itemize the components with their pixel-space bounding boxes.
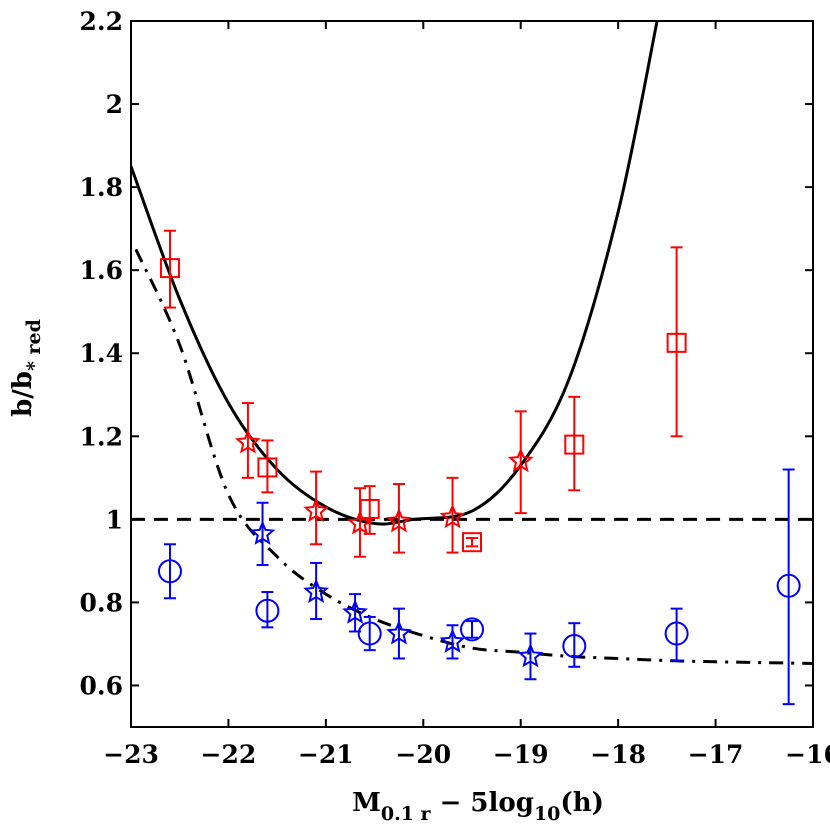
x-axis-label: M0.1 r − 5log10(h) (352, 788, 604, 825)
star-marker (235, 428, 261, 454)
square-marker (257, 457, 278, 478)
y-tick-label: 1.8 (80, 173, 124, 202)
x-tick-label: −16 (785, 740, 830, 769)
y-tick-label: 2.2 (80, 7, 124, 36)
x-axis-label-sub2: 10 (534, 803, 560, 825)
y-tick-label: 0.8 (80, 588, 124, 617)
star-marker (439, 503, 466, 529)
x-tick-label: −17 (688, 740, 744, 769)
circle-marker (157, 559, 182, 584)
circle-marker (664, 621, 689, 646)
star-marker (303, 578, 330, 604)
x-tick-label: −23 (103, 740, 159, 769)
y-tick-label: 1.6 (80, 256, 124, 285)
data-markers (157, 229, 801, 706)
x-tick-label: −21 (298, 740, 354, 769)
x-axis-label-mid: − 5log (431, 788, 534, 818)
x-tick-label: −18 (590, 740, 646, 769)
y-axis-label-sub: * red (23, 319, 45, 371)
x-tick-label: −20 (395, 740, 451, 769)
plot-frame (130, 20, 814, 728)
y-tick-label: 1.4 (80, 339, 124, 368)
circle-marker (562, 634, 587, 659)
y-tick-label: 1.2 (80, 422, 124, 451)
circle-marker (776, 573, 801, 598)
star-marker (249, 520, 276, 545)
star-marker (439, 628, 466, 653)
x-axis-label-sub: 0.1 r (381, 803, 432, 825)
y-axis-label: b/b* red (8, 319, 45, 417)
axis-tick-labels: −23 −22 −21 −20 −19 −18 −17 −16 0.6 0.8 1 1.2 1.4 1.6… (80, 7, 830, 769)
x-tick-label: −19 (493, 740, 549, 769)
square-marker (666, 332, 687, 353)
star-marker (303, 497, 330, 523)
circle-marker (357, 621, 382, 646)
x-axis-label-main: M (352, 788, 381, 818)
star-marker (342, 599, 368, 624)
x-axis-label-tail: (h) (560, 788, 604, 818)
y-tick-label: 2 (106, 90, 123, 119)
line-dashdot (134, 248, 813, 665)
star-marker (386, 507, 412, 533)
y-axis-label-main: b/b (8, 371, 38, 417)
circle-marker (460, 617, 484, 642)
star-marker (347, 509, 373, 535)
star-marker (386, 619, 412, 645)
circle-marker (255, 598, 280, 623)
square-marker (564, 434, 585, 455)
fit-lines (131, 21, 813, 665)
axis-ticks (130, 20, 814, 727)
square-marker (159, 258, 180, 279)
star-marker (507, 447, 534, 473)
y-tick-label: 0.6 (80, 671, 124, 700)
y-tick-label: 1 (106, 505, 123, 534)
square-marker (462, 532, 482, 553)
star-marker (517, 642, 544, 668)
line-solid (131, 21, 659, 526)
x-tick-label: −22 (201, 740, 257, 769)
